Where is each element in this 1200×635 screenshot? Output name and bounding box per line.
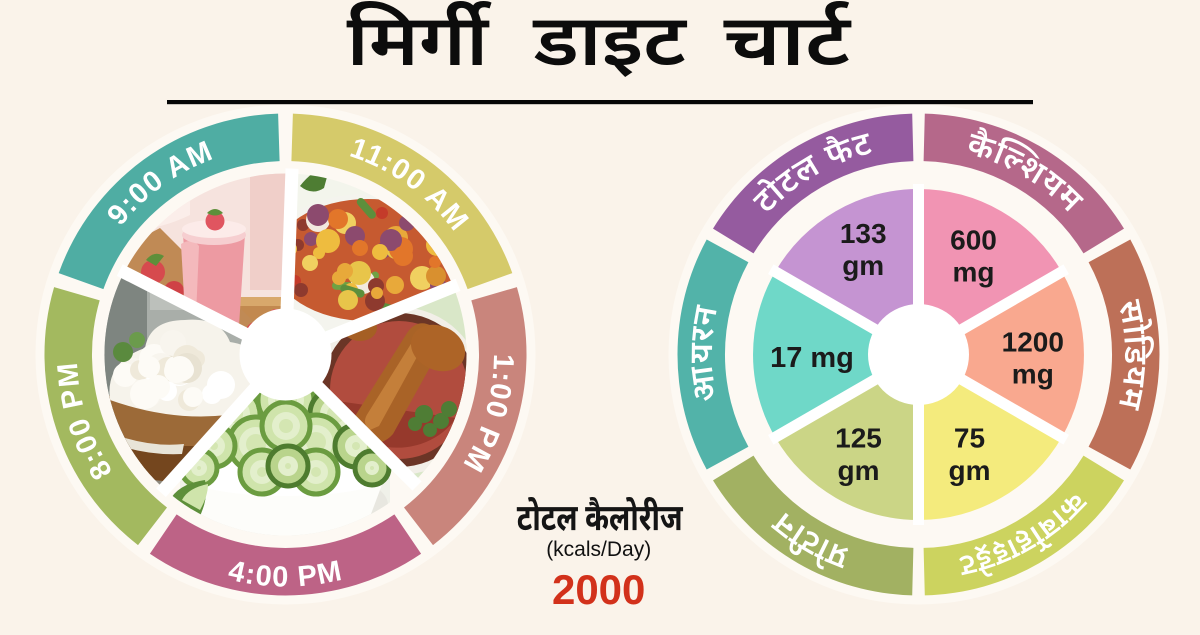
svg-text:(kcals/Day): (kcals/Day)	[546, 538, 651, 561]
svg-text:17 mg: 17 mg	[770, 342, 854, 374]
svg-text:mg: mg	[953, 256, 995, 287]
svg-text:1200: 1200	[1002, 327, 1064, 358]
svg-text:600: 600	[950, 224, 997, 255]
svg-text:75: 75	[954, 423, 985, 454]
svg-text:mg: mg	[1012, 359, 1054, 390]
svg-text:gm: gm	[949, 455, 991, 486]
svg-text:gm: gm	[838, 455, 880, 486]
svg-text:133: 133	[840, 218, 887, 249]
svg-text:125: 125	[835, 423, 882, 454]
svg-text:gm: gm	[842, 250, 884, 281]
svg-text:2000: 2000	[552, 566, 645, 613]
